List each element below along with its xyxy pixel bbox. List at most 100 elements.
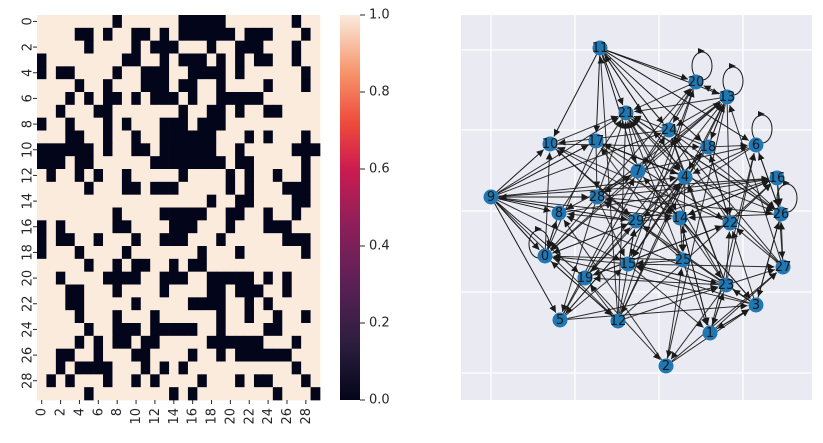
heatmap-cell	[46, 79, 57, 93]
heatmap-cell	[112, 310, 123, 324]
heatmap-cell	[93, 194, 104, 208]
heatmap-cell	[291, 104, 302, 119]
heatmap-cell	[206, 143, 217, 157]
heatmap-cell	[225, 258, 236, 273]
heatmap-cell	[263, 143, 274, 157]
colorbar-tick-label: 0.8	[369, 85, 390, 100]
heatmap-cell	[263, 104, 274, 119]
heatmap-cell	[235, 169, 245, 183]
heatmap-cell	[235, 335, 245, 350]
heatmap-cell	[131, 169, 142, 183]
graph-node	[675, 252, 691, 268]
heatmap-cell	[131, 40, 142, 54]
heatmap-cell	[282, 387, 293, 401]
graph-node	[630, 163, 646, 179]
heatmap-cell	[282, 79, 293, 93]
heatmap-cell	[178, 194, 189, 208]
heatmap-cell	[310, 297, 321, 311]
heatmap-cell	[159, 323, 170, 337]
heatmap-cell	[84, 374, 94, 388]
heatmap-cell	[84, 335, 94, 350]
graph-node	[719, 89, 735, 105]
heatmap-cell	[46, 233, 57, 247]
heatmap-cell	[74, 143, 85, 157]
heatmap-cell	[310, 361, 321, 375]
heatmap-cell	[112, 348, 123, 362]
graph-edge	[562, 119, 622, 208]
heatmap-cell	[159, 130, 170, 144]
heatmap-cell	[216, 194, 227, 208]
heatmap-cell	[291, 246, 302, 260]
heatmap-cell	[253, 79, 264, 93]
heatmap-cell	[301, 220, 311, 234]
graph-node	[537, 248, 553, 264]
heatmap-cell	[310, 246, 321, 260]
heatmap-cell	[150, 27, 160, 42]
heatmap-cell	[74, 233, 85, 247]
heatmap-cell	[131, 130, 142, 144]
heatmap-cell	[112, 92, 123, 106]
heatmap-cell	[150, 387, 160, 401]
heatmap-cell	[55, 233, 66, 247]
heatmap-cell	[263, 348, 274, 362]
heatmap-cell	[55, 220, 66, 234]
heatmap-cell	[150, 374, 160, 388]
heatmap-cell	[112, 387, 123, 401]
heatmap-cell	[206, 130, 217, 144]
heatmap-cell	[272, 335, 283, 350]
heatmap-cell	[103, 156, 113, 170]
heatmap-cell	[37, 53, 47, 67]
x-tick-label: 28	[299, 408, 314, 425]
heatmap-cell	[187, 79, 198, 93]
heatmap-cell	[197, 143, 208, 157]
heatmap-cell	[197, 284, 208, 298]
heatmap-cell	[103, 181, 113, 196]
heatmap-cell	[65, 348, 76, 362]
heatmap-cell	[263, 79, 274, 93]
heatmap-cell	[169, 66, 179, 80]
self-loop-arrow	[758, 111, 765, 117]
heatmap-cell	[206, 374, 217, 388]
heatmap-cell	[206, 387, 217, 401]
x-tick-label: 24	[261, 408, 276, 425]
graph-edge	[601, 88, 691, 192]
graph-edge	[604, 53, 664, 124]
heatmap-cell	[121, 130, 132, 144]
heatmap-cell	[121, 66, 132, 80]
heatmap-cell	[169, 53, 179, 67]
heatmap-cell	[159, 181, 170, 196]
heatmap-cell	[65, 233, 76, 247]
heatmap-cell	[103, 246, 113, 260]
heatmap-cell	[65, 143, 76, 157]
heatmap-cell	[169, 348, 179, 362]
heatmap-cell	[37, 130, 47, 144]
heatmap-cell	[131, 194, 142, 208]
heatmap-cell	[216, 387, 227, 401]
heatmap-cell	[169, 323, 179, 337]
heatmap-cell	[263, 66, 274, 80]
heatmap-cell	[37, 143, 47, 157]
heatmap-cell	[301, 233, 311, 247]
heatmap-cell	[74, 348, 85, 362]
heatmap-cell	[206, 323, 217, 337]
heatmap-cell	[225, 130, 236, 144]
heatmap-cell	[140, 53, 151, 67]
heatmap-cell	[84, 92, 94, 106]
y-tick-label: 24	[21, 321, 36, 338]
heatmap-cell	[159, 79, 170, 93]
heatmap-cell	[169, 27, 179, 42]
heatmap-cell	[112, 220, 123, 234]
heatmap-cell	[244, 271, 255, 285]
heatmap-cell	[37, 233, 47, 247]
heatmap-cell	[150, 207, 160, 221]
graph-edge	[777, 185, 786, 259]
heatmap-cell	[253, 130, 264, 144]
heatmap-cell	[112, 284, 123, 298]
heatmap-cell	[282, 233, 293, 247]
heatmap-cell	[169, 271, 179, 285]
graph-node-label: 8	[555, 206, 563, 221]
y-tick-label: 18	[21, 244, 36, 261]
graph-edge	[561, 204, 596, 313]
heatmap-cell	[197, 169, 208, 183]
